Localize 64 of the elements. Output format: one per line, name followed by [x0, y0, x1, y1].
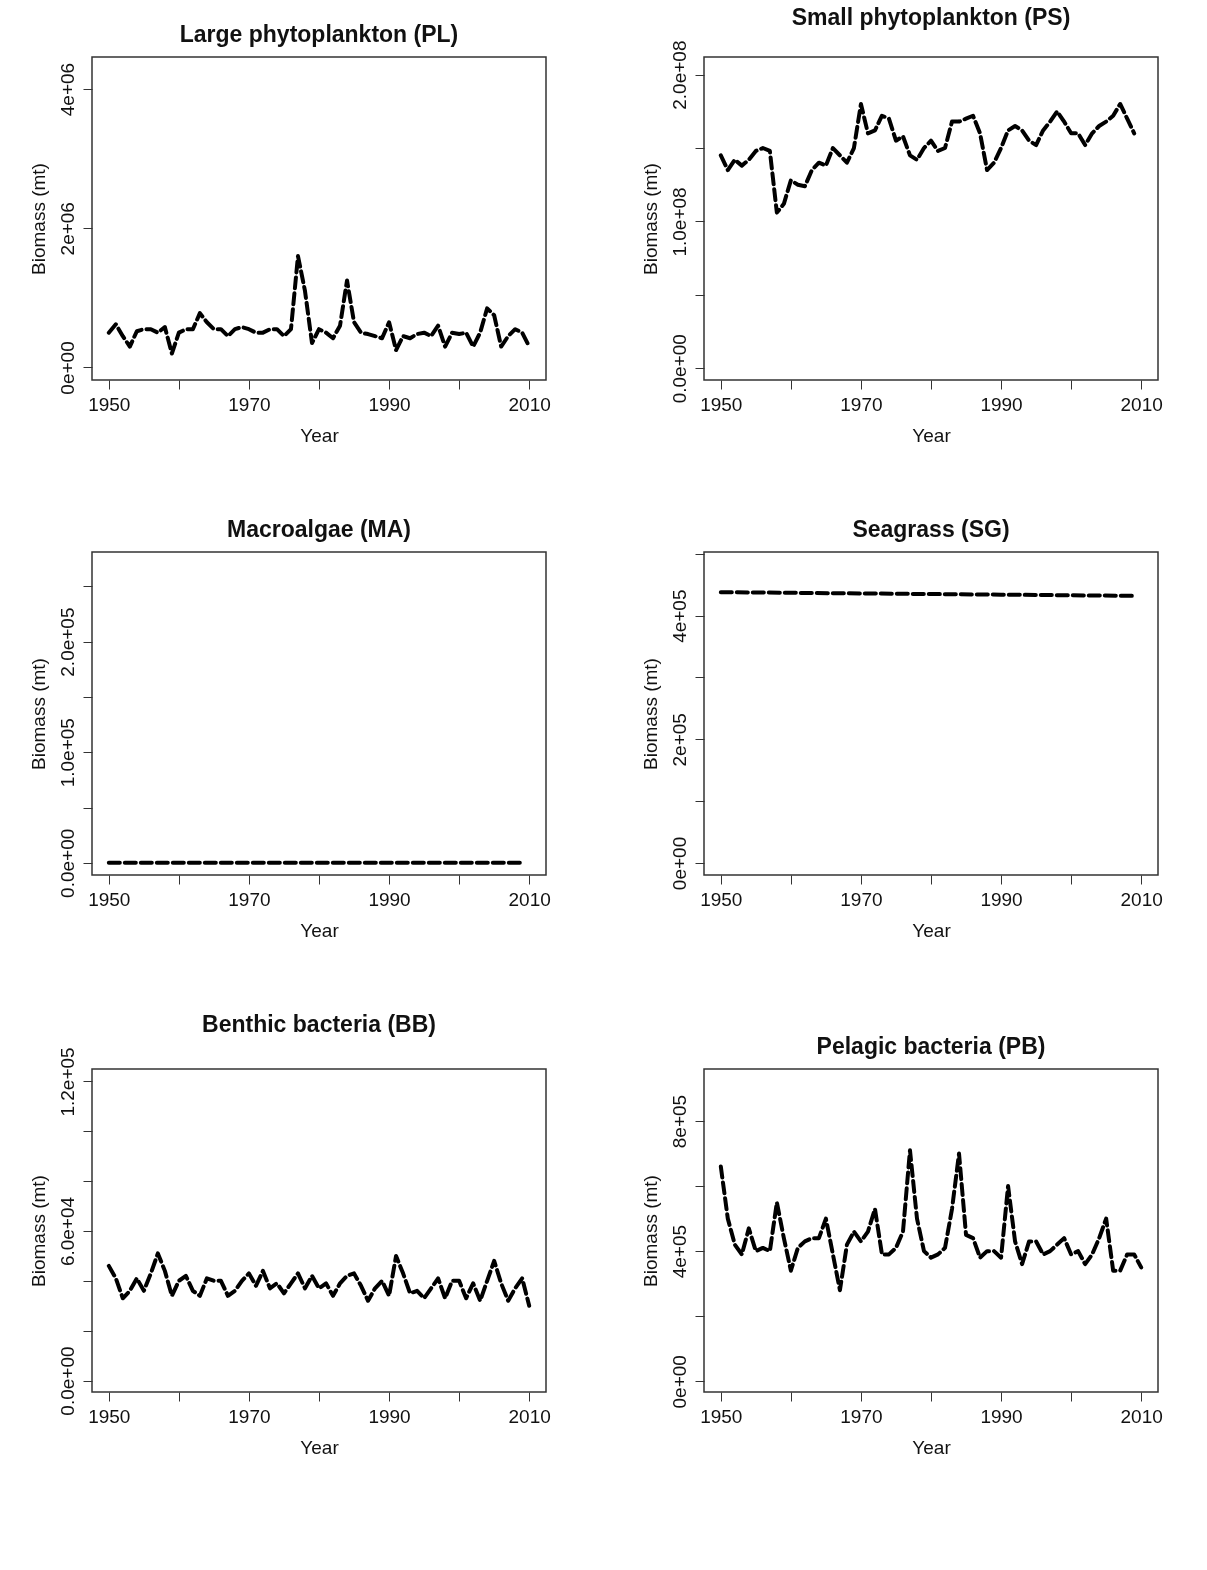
x-tick-label: 2010 [508, 1405, 551, 1427]
x-tick-label: 1950 [88, 1405, 131, 1427]
y-tick-label: 2.0e+08 [668, 40, 690, 110]
x-axis-title: Year [912, 424, 952, 446]
x-tick-label: 1990 [980, 888, 1023, 910]
line-series [718, 1148, 1144, 1293]
x-tick-label: 1990 [980, 1405, 1023, 1427]
y-tick-label: 1.0e+08 [668, 187, 690, 257]
y-tick-label: 1.2e+05 [56, 1047, 78, 1117]
y-tick-label: 4e+05 [668, 589, 690, 643]
y-tick-label: 8e+05 [668, 1094, 690, 1149]
x-tick-label: 1970 [228, 888, 271, 910]
x-tick-label: 1950 [88, 888, 131, 910]
x-tick-label: 1970 [228, 1405, 271, 1427]
x-tick-label: 2010 [508, 393, 551, 415]
x-tick-label: 1950 [88, 393, 131, 415]
x-tick-label: 1970 [840, 1405, 883, 1427]
x-tick-label: 2010 [1120, 1405, 1163, 1427]
chart-title: Benthic bacteria (BB) [202, 1010, 436, 1037]
y-axis-title: Biomass (mt) [639, 1175, 661, 1287]
y-tick-label: 0e+00 [668, 1355, 690, 1409]
x-tick-label: 2010 [1120, 393, 1163, 415]
y-tick-label: 2.0e+05 [56, 607, 78, 677]
x-axis-title: Year [300, 1436, 340, 1458]
x-tick-label: 1990 [368, 888, 411, 910]
x-tick-label: 1990 [368, 393, 411, 415]
y-tick-label: 0.0e+00 [668, 334, 690, 404]
line-series [106, 1251, 532, 1308]
x-tick-label: 1990 [368, 1405, 411, 1427]
y-axis-title: Biomass (mt) [639, 163, 661, 275]
y-tick-label: 1.0e+05 [56, 718, 78, 788]
x-axis-title: Year [912, 1436, 952, 1458]
x-axis-title: Year [300, 919, 340, 941]
x-tick-label: 1950 [700, 1405, 743, 1427]
x-tick-label: 2010 [1120, 888, 1163, 910]
y-axis-title: Biomass (mt) [639, 658, 661, 770]
y-tick-label: 6.0e+04 [56, 1196, 78, 1267]
x-tick-label: 1970 [840, 888, 883, 910]
x-tick-label: 1950 [700, 888, 743, 910]
y-tick-label: 4e+06 [56, 62, 78, 117]
x-tick-label: 1970 [840, 393, 883, 415]
x-tick-label: 1990 [980, 393, 1023, 415]
chart-title: Seagrass (SG) [852, 516, 1010, 542]
y-tick-label: 0e+00 [56, 341, 78, 395]
x-axis-title: Year [912, 919, 952, 941]
chart-title: Macroalgae (MA) [226, 516, 412, 542]
y-axis-title: Biomass (mt) [27, 658, 49, 770]
line-series [106, 254, 532, 356]
chart-title: Pelagic bacteria (PB) [816, 1033, 1046, 1059]
x-tick-label: 1970 [228, 393, 271, 415]
chart-title: Small phytoplankton (PS) [791, 4, 1071, 31]
line-series [718, 101, 1137, 215]
x-tick-label: 2010 [508, 888, 551, 910]
y-tick-label: 2e+06 [56, 202, 78, 256]
x-tick-label: 1950 [700, 393, 743, 415]
y-tick-label: 2e+05 [668, 713, 690, 767]
y-tick-label: 0e+00 [668, 836, 690, 891]
y-axis-title: Biomass (mt) [27, 163, 49, 275]
y-tick-label: 4e+05 [668, 1224, 690, 1279]
chart-title: Large phytoplankton (PL) [179, 21, 459, 47]
x-axis-title: Year [300, 424, 340, 446]
y-tick-label: 0.0e+00 [56, 828, 78, 898]
y-tick-label: 0.0e+00 [56, 1346, 78, 1416]
y-axis-title: Biomass (mt) [27, 1175, 49, 1287]
